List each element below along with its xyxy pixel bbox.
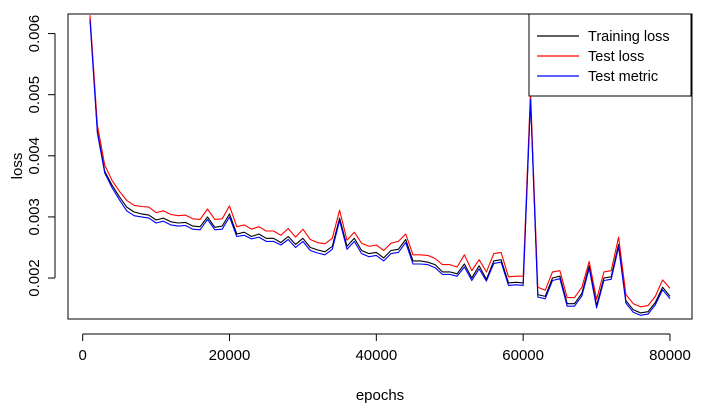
x-axis: 0 20000 40000 60000 80000	[79, 333, 691, 364]
y-tick-label: 0.005	[26, 76, 43, 114]
legend-label: Test metric	[588, 69, 658, 85]
plot-frame	[67, 13, 693, 320]
legend-label: Test loss	[588, 49, 644, 65]
series-line-training-loss	[89, 18, 671, 314]
y-axis: 0.002 0.003 0.004 0.005 0.006	[26, 15, 56, 297]
y-tick-label: 0.004	[26, 137, 43, 175]
y-tick-label: 0.003	[26, 198, 43, 236]
legend-box	[528, 13, 692, 97]
legend: Training loss Test loss Test metric	[528, 13, 692, 97]
y-tick-label: 0.002	[26, 259, 43, 297]
x-axis-title: epochs	[356, 387, 404, 404]
y-tick-label: 0.006	[26, 15, 43, 53]
series-layer	[89, 15, 671, 316]
series-line-test-metric	[89, 20, 671, 316]
x-tick-label: 20000	[209, 347, 251, 364]
x-tick-label: 60000	[502, 347, 544, 364]
x-tick-label: 40000	[355, 347, 397, 364]
x-tick-label: 0	[79, 347, 87, 364]
y-axis-title: loss	[9, 153, 26, 180]
x-tick-label: 80000	[649, 347, 691, 364]
legend-label: Training loss	[588, 29, 670, 45]
series-line-test-loss	[89, 15, 671, 308]
